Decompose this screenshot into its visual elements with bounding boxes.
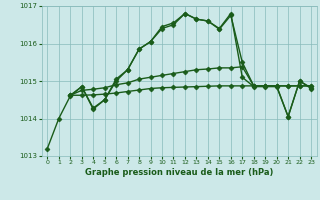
X-axis label: Graphe pression niveau de la mer (hPa): Graphe pression niveau de la mer (hPa) <box>85 168 273 177</box>
